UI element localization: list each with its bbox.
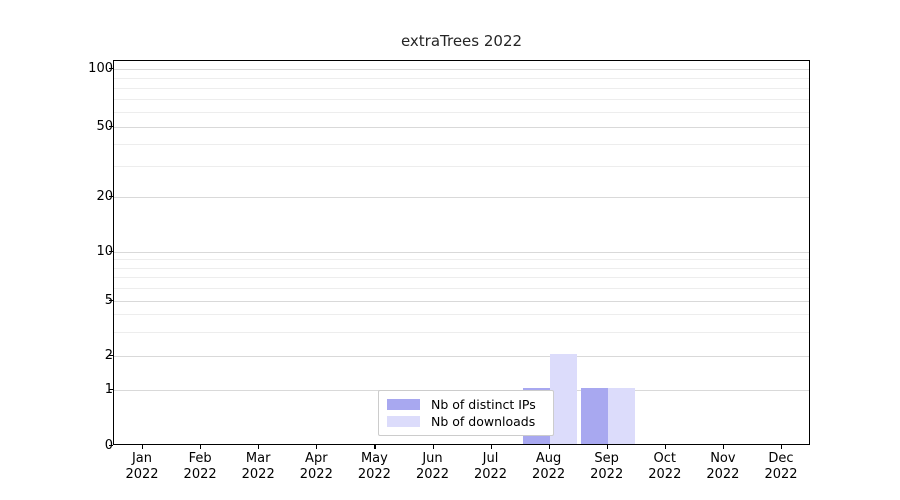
x-tick-mark xyxy=(722,445,725,449)
x-tick-year: 2022 xyxy=(532,467,566,482)
x-tick-mark xyxy=(316,445,318,449)
y-tick-label: 0 xyxy=(67,439,113,452)
x-tick-label-nov: Nov 2022 xyxy=(688,451,758,483)
gridline-major xyxy=(114,301,809,302)
gridline-minor xyxy=(114,111,809,113)
y-tick-label: 100 xyxy=(88,60,113,76)
x-tick-label-jun: Jun 2022 xyxy=(398,451,468,483)
x-tick-year: 2022 xyxy=(357,467,391,482)
plot-area xyxy=(113,60,810,445)
x-tick-year: 2022 xyxy=(183,467,217,482)
gridline-minor xyxy=(114,259,809,261)
x-tick-year: 2022 xyxy=(299,467,333,482)
x-tick-mark xyxy=(548,445,550,449)
gridline-minor xyxy=(114,166,809,167)
x-tick-mark xyxy=(142,445,144,449)
x-tick-mark xyxy=(664,445,666,449)
y-tick-label: 50 xyxy=(96,118,113,134)
x-tick-year: 2022 xyxy=(241,467,275,482)
gridline-minor xyxy=(114,314,809,316)
y-tick-mark xyxy=(109,196,113,198)
gridline-minor xyxy=(114,144,809,145)
y-tick-mark xyxy=(109,389,113,391)
y-tick-label: 5 xyxy=(67,294,113,307)
gridline-minor xyxy=(114,98,809,100)
y-tick-mark xyxy=(109,300,113,302)
x-tick-month: May xyxy=(360,451,388,466)
y-axis: 0 1 2 5 10 20 50 100 xyxy=(59,60,113,452)
x-tick-mark xyxy=(432,445,434,449)
x-tick-label-dec: Dec 2022 xyxy=(746,451,816,483)
gridline-minor xyxy=(114,277,809,279)
y-tick-mark xyxy=(109,445,113,447)
x-tick-month: Oct xyxy=(653,451,677,466)
x-tick-label-apr: Apr 2022 xyxy=(281,451,351,483)
x-tick-mark xyxy=(490,445,492,449)
x-tick-label-feb: Feb 2022 xyxy=(165,451,235,483)
x-tick-mark xyxy=(374,445,376,449)
gridline-major xyxy=(114,69,809,70)
x-tick-year: 2022 xyxy=(764,467,798,482)
legend-item-downloads: Nb of downloads xyxy=(387,413,545,430)
gridline-major xyxy=(114,252,809,253)
x-tick-year: 2022 xyxy=(125,467,159,482)
y-tick-mark xyxy=(109,251,113,253)
x-tick-label-sep: Sep 2022 xyxy=(572,451,642,483)
bar-aug-downloads xyxy=(549,354,577,444)
y-tick-mark xyxy=(109,68,113,70)
x-axis: Jan 2022 Feb 2022 Mar 2022 Apr 2022 May 2022 Jun 20… xyxy=(113,445,810,495)
x-tick-mark xyxy=(200,445,202,449)
y-tick-mark xyxy=(109,355,113,357)
legend-item-label: Nb of distinct IPs xyxy=(431,396,536,412)
gridline-major xyxy=(114,356,809,357)
x-tick-month: Mar xyxy=(245,451,271,466)
y-tick-label: 20 xyxy=(96,188,113,204)
x-tick-label-mar: Mar 2022 xyxy=(223,451,293,483)
y-tick-label: 2 xyxy=(67,349,113,362)
chart-legend: Nb of distinct IPs Nb of downloads xyxy=(378,390,554,436)
x-tick-label-may: May 2022 xyxy=(339,451,409,483)
x-tick-label-jan: Jan 2022 xyxy=(107,451,177,483)
x-tick-month: Jan xyxy=(131,451,153,466)
y-tick-mark xyxy=(109,126,113,128)
y-tick-label: 1 xyxy=(67,383,113,396)
legend-swatch-icon xyxy=(387,399,420,410)
x-tick-year: 2022 xyxy=(590,467,624,482)
x-tick-year: 2022 xyxy=(706,467,740,482)
x-tick-month: Apr xyxy=(305,451,328,466)
x-tick-label-oct: Oct 2022 xyxy=(630,451,700,483)
plot-inner xyxy=(114,61,809,444)
x-tick-month: Jun xyxy=(422,451,443,466)
legend-swatch-icon xyxy=(387,416,420,427)
x-tick-month: Jul xyxy=(482,451,499,466)
gridline-minor xyxy=(114,331,809,333)
x-tick-label-aug: Aug 2022 xyxy=(514,451,584,483)
gridline-minor xyxy=(114,87,809,89)
x-tick-label-jul: Jul 2022 xyxy=(456,451,526,483)
x-tick-month: Sep xyxy=(594,451,619,466)
x-tick-year: 2022 xyxy=(415,467,450,482)
bar-sep-downloads xyxy=(607,388,635,444)
chart-title: extraTrees 2022 xyxy=(400,32,523,50)
x-tick-month: Nov xyxy=(710,451,736,466)
legend-item-distinct-ips: Nb of distinct IPs xyxy=(387,396,545,413)
gridline-minor xyxy=(114,288,809,290)
gridline-minor xyxy=(114,77,809,79)
gridline-minor xyxy=(114,267,809,269)
x-tick-month: Dec xyxy=(768,451,794,466)
legend-item-label: Nb of downloads xyxy=(431,413,536,429)
x-tick-month: Aug xyxy=(535,451,562,466)
x-tick-year: 2022 xyxy=(648,467,682,482)
x-tick-year: 2022 xyxy=(473,467,508,482)
x-tick-mark xyxy=(606,445,608,449)
gridline-major xyxy=(114,127,809,128)
bar-sep-distinct-ips xyxy=(580,388,608,444)
x-tick-mark xyxy=(781,445,783,449)
y-tick-label: 10 xyxy=(96,243,113,259)
x-tick-month: Feb xyxy=(188,451,212,466)
gridline-major xyxy=(114,197,809,198)
x-tick-mark xyxy=(258,445,260,449)
